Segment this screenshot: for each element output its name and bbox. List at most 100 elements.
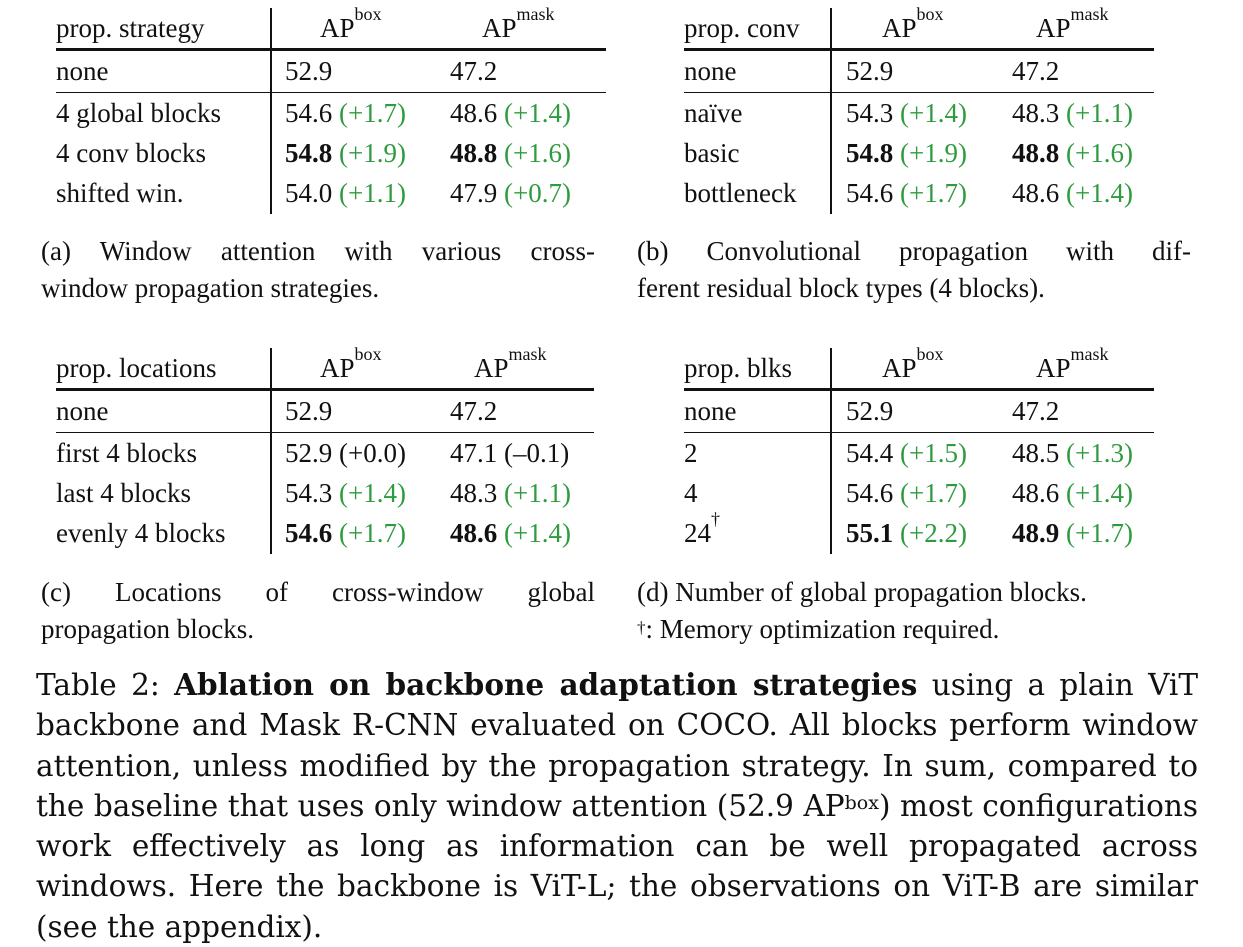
row-label: naïve [684,98,743,128]
col-header-apmask: APmask [1036,4,1109,43]
caption-c-line2: propagation blocks. [41,614,254,644]
column-divider [830,8,832,214]
ap-box-value: 52.9 [285,56,333,86]
caption-text-part2: ) most configurations work effectively a… [36,788,1198,944]
caption-bold-title: Ablation on backbone adaptation strategi… [174,667,918,702]
ap-box-value: 54.6 (+1.7) [285,518,406,548]
dagger-mark: † [711,509,720,529]
header-rule [684,388,1154,391]
row-rule [56,92,606,93]
table-b-header: prop. conv APbox APmask [684,4,1154,48]
row-rule [684,432,1154,433]
col-header-blks: prop. blks [684,353,792,383]
table-b: prop. conv APbox APmask none 52.9 47.2 n… [684,4,1154,216]
table-row: basic 54.8 (+1.9) 48.8 (+1.6) [684,133,1154,173]
ap-box-value: 55.1 (+2.2) [846,518,967,548]
table-row: last 4 blocks 54.3 (+1.4) 48.3 (+1.1) [56,473,596,513]
col-header-apbox: APbox [882,4,944,43]
caption-sup: box [844,791,879,814]
caption-d-line2: †: Memory optimization required. [637,614,1000,644]
header-rule [684,48,1154,51]
ap-mask-value: 48.5 (+1.3) [1012,438,1133,468]
row-label: bottleneck [684,178,797,208]
ap-mask-value: 48.8 (+1.6) [450,138,571,168]
ap-box-value: 54.6 (+1.7) [846,478,967,508]
ap-box-value: 54.4 (+1.5) [846,438,967,468]
ap-mask-value: 47.9 (+0.7) [450,178,571,208]
caption-a-line2: window propagation strategies. [41,273,380,303]
table-row: 24† 55.1 (+2.2) 48.9 (+1.7) [684,509,1154,553]
ap-box-value: 52.9 [846,396,894,426]
table-row: first 4 blocks 52.9 (+0.0) 47.1 (–0.1) [56,433,596,473]
row-label: 4 global blocks [56,98,221,128]
ap-box-value: 54.0 (+1.1) [285,178,406,208]
ap-mask-value: 48.6 (+1.4) [1012,478,1133,508]
ap-mask-value: 48.3 (+1.1) [1012,98,1133,128]
caption-c-line1: (c) Locations of cross-window global [41,577,595,607]
row-rule [684,92,1154,93]
table-c-header: prop. locations APbox APmask [56,344,596,388]
row-label: none [684,56,737,86]
table-row: 4 54.6 (+1.7) 48.6 (+1.4) [684,473,1154,513]
col-header-apbox: APbox [320,4,382,43]
table-d: prop. blks APbox APmask none 52.9 47.2 2… [684,344,1154,556]
table-a: prop. strategy APbox APmask none 52.9 47… [56,4,606,216]
row-label: evenly 4 blocks [56,518,226,548]
col-header-locations: prop. locations [56,353,217,383]
table-row: none 52.9 47.2 [684,391,1154,431]
table-row: naïve 54.3 (+1.4) 48.3 (+1.1) [684,93,1154,133]
ap-mask-value: 47.2 [1012,396,1060,426]
ap-mask-value: 47.2 [450,396,498,426]
ap-mask-value: 47.2 [1012,56,1060,86]
table-row: none 52.9 47.2 [56,51,606,91]
table-main-caption: Table 2: Ablation on backbone adaptation… [36,665,1198,947]
table-row: bottleneck 54.6 (+1.7) 48.6 (+1.4) [684,173,1154,213]
row-label: last 4 blocks [56,478,191,508]
row-label: 24† [684,509,720,548]
table-d-header: prop. blks APbox APmask [684,344,1154,388]
col-header-conv: prop. conv [684,13,800,43]
ap-box-value: 54.6 (+1.7) [285,98,406,128]
table-row: 4 conv blocks 54.8 (+1.9) 48.8 (+1.6) [56,133,606,173]
ap-mask-value: 47.2 [450,56,498,86]
row-label: basic [684,138,740,168]
caption-text-part1: using a plain ViT backbone and Mask R-CN… [36,668,1199,823]
row-label: first 4 blocks [56,438,197,468]
table-row: none 52.9 47.2 [684,51,1154,91]
col-header-apmask: APmask [474,344,547,383]
row-label: 2 [684,438,698,468]
table-row: evenly 4 blocks 54.6 (+1.7) 48.6 (+1.4) [56,513,596,553]
table-row: 4 global blocks 54.6 (+1.7) 48.6 (+1.4) [56,93,606,133]
caption-a-line1: (a) Window attention with various cross- [41,236,595,266]
row-label: none [684,396,737,426]
ap-mask-value: 48.6 (+1.4) [1012,178,1133,208]
caption-d-line1: (d) Number of global propagation blocks. [637,577,1087,607]
col-header-apbox: APbox [882,344,944,383]
ap-box-value: 52.9 [285,396,333,426]
ap-mask-value: 48.8 (+1.6) [1012,138,1133,168]
col-header-strategy: prop. strategy [56,13,205,43]
table-row: shifted win. 54.0 (+1.1) 47.9 (+0.7) [56,173,606,213]
ap-box-value: 54.3 (+1.4) [846,98,967,128]
ap-mask-value: 47.1 (–0.1) [450,438,570,468]
row-label: 4 conv blocks [56,138,206,168]
column-divider [270,8,272,214]
ap-box-value: 52.9 [846,56,894,86]
caption-prefix: Table 2: [36,668,175,702]
ap-mask-value: 48.6 (+1.4) [450,98,571,128]
ap-mask-value: 48.3 (+1.1) [450,478,571,508]
table-row: none 52.9 47.2 [56,391,596,431]
caption-b-line2: ferent residual block types (4 blocks). [637,273,1045,303]
ap-box-value: 54.8 (+1.9) [285,138,406,168]
row-label: none [56,396,109,426]
column-divider [270,348,272,554]
ap-box-value: 52.9 (+0.0) [285,438,406,468]
column-divider [830,348,832,554]
row-label: shifted win. [56,178,184,208]
ap-box-value: 54.3 (+1.4) [285,478,406,508]
ap-mask-value: 48.6 (+1.4) [450,518,571,548]
row-label: 4 [684,478,698,508]
col-header-apbox: APbox [320,344,382,383]
row-rule [56,432,594,433]
ap-box-value: 54.6 (+1.7) [846,178,967,208]
